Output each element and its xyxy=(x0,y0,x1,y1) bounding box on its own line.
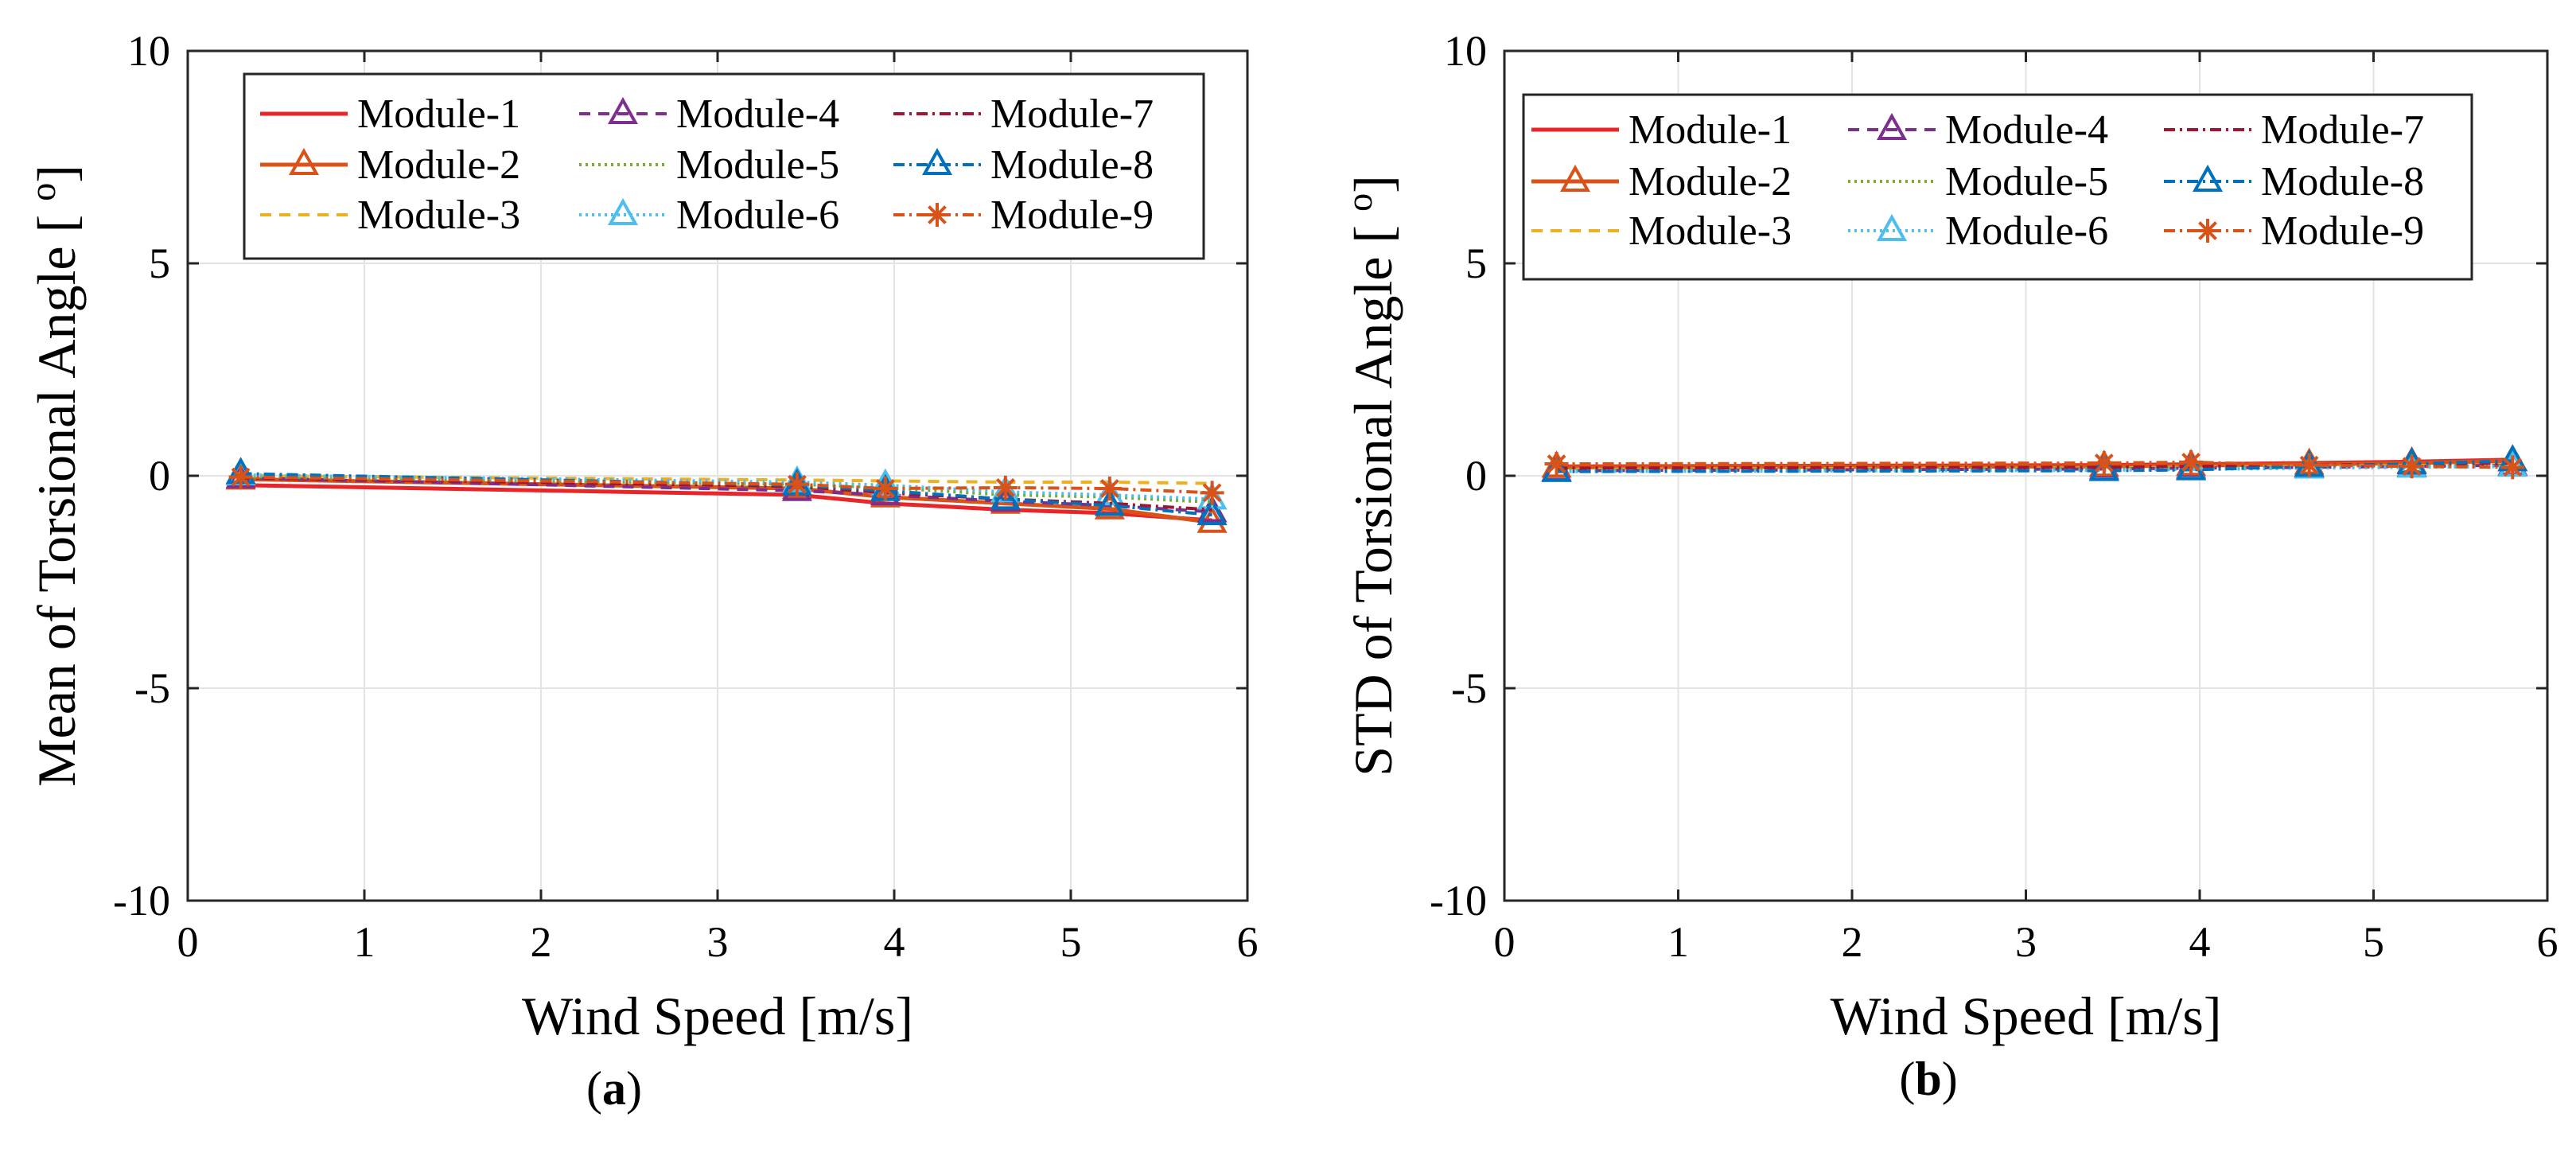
legend-label: Module-7 xyxy=(2261,107,2424,153)
series-line-module-3 xyxy=(240,474,1212,485)
x-tick-label: 5 xyxy=(1060,918,1082,966)
panel-caption: (b) xyxy=(1899,1053,1957,1105)
series-line-module-6 xyxy=(1556,465,2513,473)
series-line-module-9 xyxy=(240,475,1212,495)
data-point-module-9 xyxy=(993,475,1018,500)
x-tick-label: 2 xyxy=(531,918,552,966)
legend-marker xyxy=(607,197,639,226)
legend: Module-1 Module-2 Module-3 Module-4 Module-5… xyxy=(243,72,1205,260)
x-tick-label: 4 xyxy=(2189,918,2211,966)
legend-label: Module-6 xyxy=(676,193,839,238)
y-tick-label: 10 xyxy=(1444,27,1487,75)
series-line-module-6 xyxy=(240,473,1212,501)
legend-marker xyxy=(925,203,949,227)
legend-box xyxy=(1522,93,2473,281)
legend-marker xyxy=(2192,164,2224,193)
x-tick-label: 1 xyxy=(1667,918,1689,966)
legend-marker xyxy=(288,147,320,176)
data-point-module-9 xyxy=(2297,453,2321,477)
series-line-module-7 xyxy=(240,476,1212,512)
x-tick-label: 3 xyxy=(2015,918,2037,966)
legend-marker xyxy=(921,147,953,176)
data-point-module-9 xyxy=(1097,477,1122,501)
x-tick-label: 6 xyxy=(1237,918,1259,966)
x-tick-label: 3 xyxy=(707,918,729,966)
series-line-module-8 xyxy=(1556,459,2513,473)
legend-label: Module-5 xyxy=(1945,159,2108,204)
x-tick-label: 0 xyxy=(1494,918,1516,966)
legend-label: Module-4 xyxy=(1945,107,2108,153)
legend-label: Module-8 xyxy=(990,142,1154,188)
legend-label: Module-2 xyxy=(1628,159,1792,204)
data-point-module-9 xyxy=(2500,455,2525,480)
legend-label: Module-1 xyxy=(1628,107,1792,153)
data-point-module-9 xyxy=(2179,450,2204,474)
y-tick-label: -10 xyxy=(113,877,170,924)
legend-label: Module-4 xyxy=(676,91,839,137)
legend-label: Module-3 xyxy=(357,193,520,238)
legend-label: Module-5 xyxy=(676,142,839,188)
y-tick-label: 10 xyxy=(127,27,170,75)
data-point-module-8 xyxy=(1197,498,1228,526)
legend-label: Module-9 xyxy=(990,193,1154,238)
data-point-module-9 xyxy=(2092,450,2116,475)
y-tick-label: 5 xyxy=(149,239,170,287)
x-tick-label: 6 xyxy=(2537,918,2558,966)
y-tick-label: 5 xyxy=(1465,239,1487,287)
legend-label: Module-7 xyxy=(990,91,1154,137)
panel-caption: (a) xyxy=(586,1062,642,1115)
y-axis-label: Mean of Torsional Angle [ o] xyxy=(22,165,88,787)
data-point-module-9 xyxy=(2399,454,2424,479)
series-line-module-5 xyxy=(240,475,1212,504)
y-axis-label: STD of Torsional Angle [ o] xyxy=(1339,175,1404,776)
legend-marker xyxy=(1559,164,1591,193)
data-point-module-9 xyxy=(1200,481,1224,505)
legend-marker xyxy=(1876,112,1908,141)
series-line-module-1 xyxy=(240,483,1212,523)
series-group xyxy=(1541,444,2528,482)
legend-box xyxy=(243,72,1205,260)
data-point-module-9 xyxy=(873,477,897,501)
series-group xyxy=(225,457,1228,533)
data-point-module-9 xyxy=(1544,452,1569,477)
legend-marker xyxy=(1876,213,1908,242)
data-point-module-8 xyxy=(990,482,1021,510)
legend-label: Module-2 xyxy=(357,142,520,188)
x-tick-label: 4 xyxy=(884,918,905,966)
x-tick-label: 5 xyxy=(2363,918,2384,966)
x-axis-label: Wind Speed [m/s] xyxy=(1830,986,2221,1046)
legend-label: Module-9 xyxy=(2261,208,2424,254)
y-tick-label: 0 xyxy=(149,452,170,500)
chart-panel-a: 0 1 2 3 4 5 6 10 5 0 -5 -10 Wind Speed [m/s] Mean of … xyxy=(22,27,1259,1115)
y-tick-label: 0 xyxy=(1465,452,1487,500)
x-tick-label: 0 xyxy=(177,918,199,966)
legend-label: Module-8 xyxy=(2261,159,2424,204)
x-tick-label: 1 xyxy=(354,918,376,966)
legend-label: Module-3 xyxy=(1628,208,1792,254)
data-point-module-9 xyxy=(228,465,253,489)
legend-marker xyxy=(607,96,639,125)
series-line-module-7 xyxy=(1556,461,2513,470)
legend-label: Module-6 xyxy=(1945,208,2108,254)
series-line-module-9 xyxy=(1556,460,2513,469)
chart-panel-b: 0 1 2 3 4 5 6 10 5 0 -5 -10 Wind Speed [m/s] STD of T… xyxy=(1339,27,2558,1105)
data-point-module-9 xyxy=(784,472,809,496)
legend-marker xyxy=(2196,219,2220,243)
x-axis-label: Wind Speed [m/s] xyxy=(522,986,913,1046)
data-point-module-8 xyxy=(1094,489,1125,516)
y-tick-label: -5 xyxy=(1451,664,1487,712)
x-tick-label: 2 xyxy=(1842,918,1863,966)
y-tick-label: -5 xyxy=(134,664,170,712)
y-tick-label: -10 xyxy=(1430,877,1487,924)
legend-label: Module-1 xyxy=(357,91,520,137)
